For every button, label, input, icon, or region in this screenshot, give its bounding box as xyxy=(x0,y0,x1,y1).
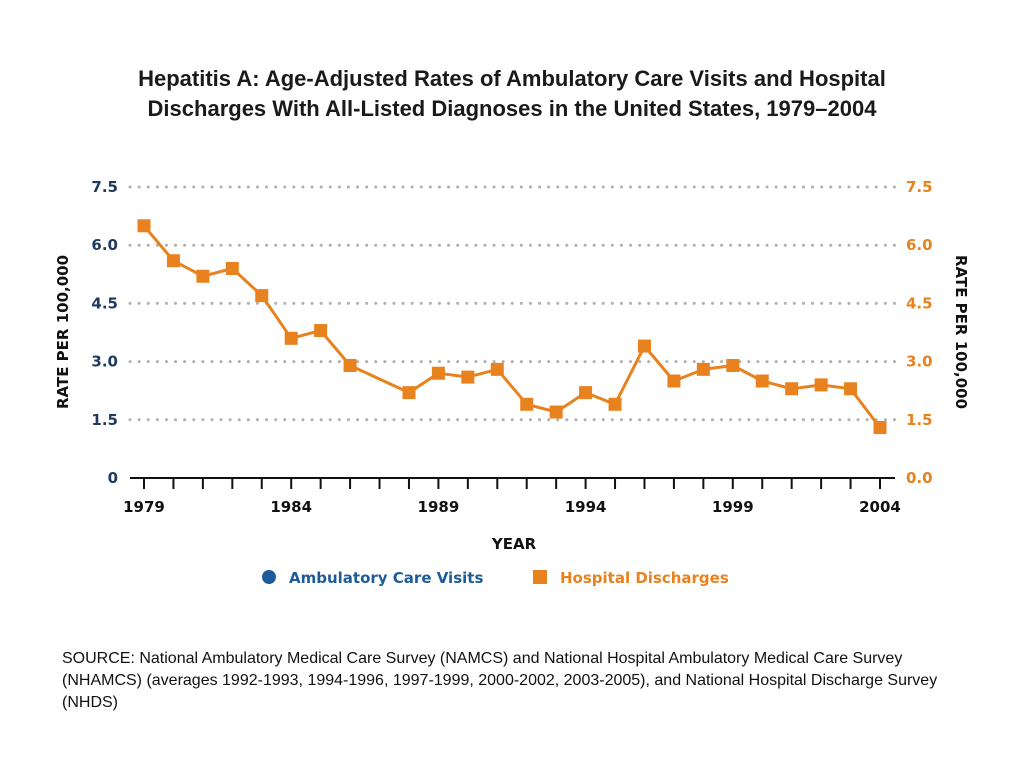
data-point xyxy=(255,289,269,303)
x-tick-label: 1999 xyxy=(712,498,754,516)
legend-marker-ambulatory xyxy=(262,570,276,584)
legend-label-ambulatory: Ambulatory Care Visits xyxy=(289,569,483,587)
data-point xyxy=(814,378,828,392)
data-point xyxy=(137,219,151,233)
grid-lines xyxy=(128,185,897,422)
data-point xyxy=(461,370,475,384)
x-ticks: 1979 1984 1989 1994 1999 2004 xyxy=(123,498,901,516)
data-point xyxy=(314,324,328,338)
x-tick-label: 2004 xyxy=(859,498,901,516)
data-point xyxy=(402,386,416,400)
data-point xyxy=(225,261,239,275)
data-point xyxy=(284,331,298,345)
line-chart: 0 1.5 3.0 4.5 6.0 7.5 0.0 1.5 3.0 4.5 6.0 7.5 1979… xyxy=(54,178,970,587)
chart-title-line-2: Discharges With All-Listed Diagnoses in … xyxy=(147,96,877,121)
y-tick-label-left: 1.5 xyxy=(91,411,118,429)
x-tick-label: 1984 xyxy=(270,498,312,516)
y-tick-label-right: 0.0 xyxy=(906,469,933,487)
chart-title: Hepatitis A: Age-Adjusted Rates of Ambul… xyxy=(40,64,984,124)
y-tick-label-right: 4.5 xyxy=(906,294,933,312)
series-layer xyxy=(137,219,887,435)
y-tick-label-right: 6.0 xyxy=(906,236,933,254)
x-axis-label: YEAR xyxy=(491,535,537,553)
data-point xyxy=(520,397,534,411)
data-point xyxy=(490,362,504,376)
data-point xyxy=(696,362,710,376)
data-point xyxy=(726,358,740,372)
data-point xyxy=(431,366,445,380)
data-point xyxy=(844,382,858,396)
y-tick-label-left: 3.0 xyxy=(91,353,118,371)
y-tick-label-right: 7.5 xyxy=(906,178,933,196)
y-tick-label-left: 6.0 xyxy=(91,236,118,254)
data-point xyxy=(549,405,563,419)
y-tick-label-right: 3.0 xyxy=(906,353,933,371)
data-point xyxy=(637,339,651,353)
source-note: SOURCE: National Ambulatory Medical Care… xyxy=(62,650,938,711)
y-ticks-left: 0 1.5 3.0 4.5 6.0 7.5 xyxy=(91,178,118,487)
axes xyxy=(130,477,895,489)
data-point xyxy=(166,254,180,268)
legend-label-hospital: Hospital Discharges xyxy=(560,569,729,587)
data-point xyxy=(343,358,357,372)
legend-marker-hospital xyxy=(533,570,547,584)
x-tick-label: 1994 xyxy=(565,498,607,516)
y-axis-label-left: RATE PER 100,000 xyxy=(54,255,72,409)
y-tick-label-left: 7.5 xyxy=(91,178,118,196)
legend: Ambulatory Care Visits Hospital Discharg… xyxy=(262,569,729,587)
x-tick-label: 1989 xyxy=(418,498,460,516)
y-tick-label-left: 0 xyxy=(108,469,118,487)
y-tick-label-left: 4.5 xyxy=(91,294,118,312)
data-point xyxy=(667,374,681,388)
y-tick-label-right: 1.5 xyxy=(906,411,933,429)
x-tick-label: 1979 xyxy=(123,498,165,516)
chart-title-line-1: Hepatitis A: Age-Adjusted Rates of Ambul… xyxy=(138,66,886,91)
data-point xyxy=(608,397,622,411)
data-point xyxy=(873,421,887,435)
data-point xyxy=(755,374,769,388)
y-ticks-right: 0.0 1.5 3.0 4.5 6.0 7.5 xyxy=(906,178,933,487)
y-axis-label-right: RATE PER 100,000 xyxy=(952,255,970,409)
series-line xyxy=(142,224,882,429)
data-point xyxy=(579,386,593,400)
data-point xyxy=(196,269,210,283)
data-point xyxy=(785,382,799,396)
